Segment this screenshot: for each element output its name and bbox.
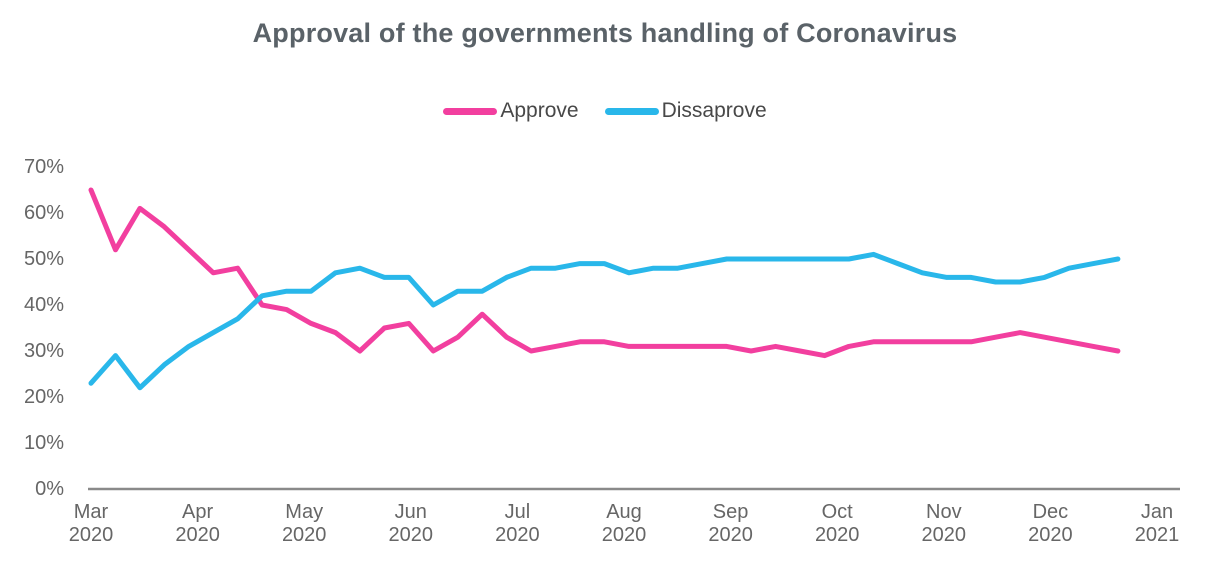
x-tick-label: Mar 2020 — [68, 501, 114, 546]
approve-line — [88, 187, 1121, 359]
x-tick-label: Apr 2020 — [175, 501, 220, 546]
y-tick-label: 70% — [23, 156, 64, 178]
x-tick-label: May 2020 — [281, 501, 327, 546]
x-tick-label: Oct 2020 — [814, 501, 860, 546]
y-tick-label: 30% — [23, 340, 64, 362]
dissaprove-line — [88, 251, 1121, 391]
chart-title: Approval of the governments handling of … — [252, 18, 958, 48]
y-tick-label: 60% — [23, 202, 64, 224]
y-tick-label: 20% — [23, 386, 64, 408]
y-tick-label: 0% — [35, 478, 64, 500]
dissaprove-line-swatch-icon — [604, 107, 659, 115]
legend-item-approve: Approve — [443, 99, 579, 123]
y-tick-label: 10% — [23, 432, 64, 454]
x-tick-label: Sep 2020 — [708, 501, 753, 546]
x-tick-label: Jan 2021 — [1134, 501, 1180, 546]
y-tick-label: 40% — [23, 294, 64, 316]
x-tick-label: Jul 2020 — [495, 501, 540, 546]
legend-label-approve: Approve — [500, 99, 579, 122]
x-tick-label: Dec 2020 — [1028, 501, 1073, 546]
x-tick-label: Nov 2020 — [921, 501, 967, 546]
legend: Approve Dissaprove — [0, 97, 1210, 125]
x-tick-label: Jun 2020 — [388, 501, 434, 546]
y-tick-label: 50% — [23, 248, 64, 270]
approve-line-swatch-icon — [443, 107, 498, 115]
legend-label-dissaprove: Dissaprove — [661, 99, 767, 122]
x-tick-label: Aug 2020 — [601, 501, 647, 546]
legend-item-dissaprove: Dissaprove — [604, 99, 767, 123]
